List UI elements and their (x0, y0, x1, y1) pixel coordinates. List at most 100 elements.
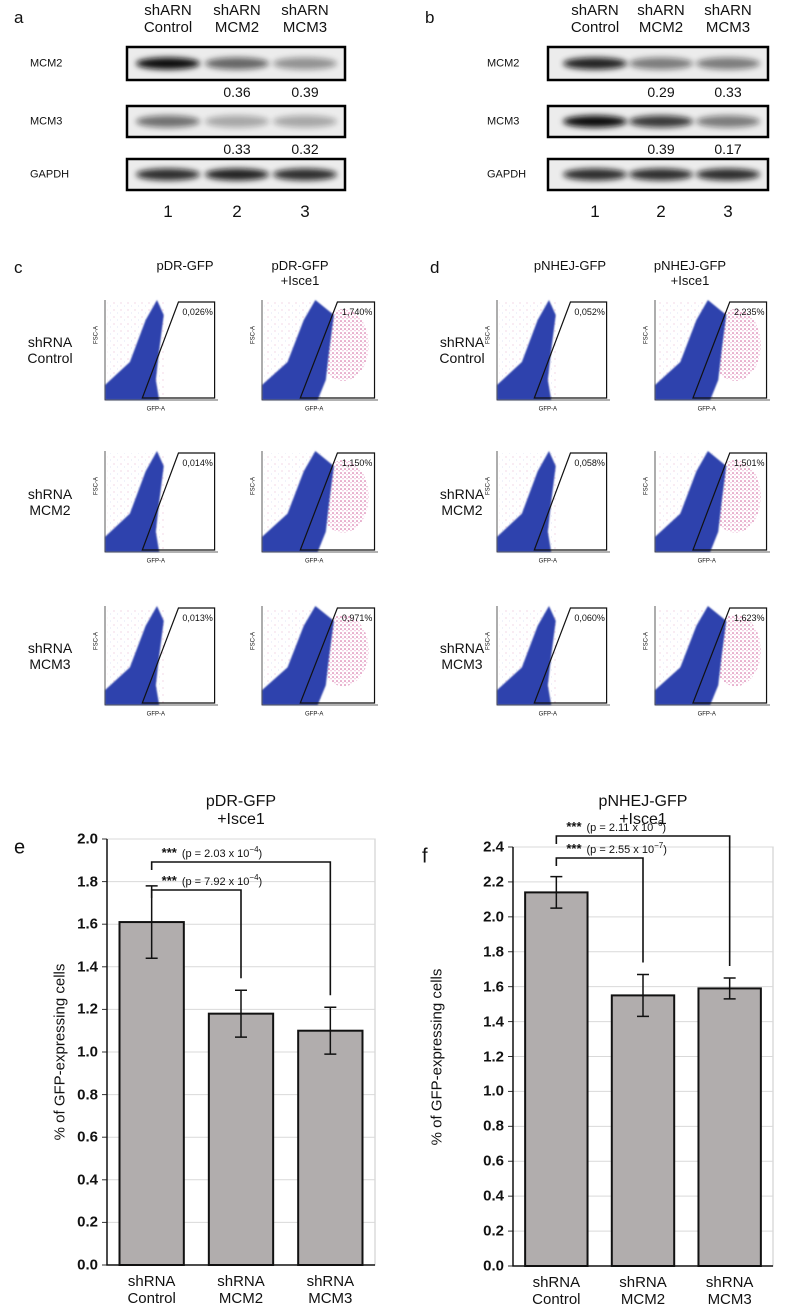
p-close: ) (259, 876, 263, 888)
event-cloud (105, 451, 164, 552)
gate (141, 301, 216, 399)
event-cloud (497, 606, 556, 705)
y-tick-label: 2.2 (483, 873, 504, 891)
event-cloud (262, 606, 334, 705)
error-bar (637, 973, 649, 1018)
row-label: MCM2 (30, 57, 63, 70)
band-ratio: 0.17 (714, 140, 742, 157)
column-title: pDR-GFP (156, 258, 214, 273)
column-title: pNHEJ-GFP +Isce1 (653, 258, 727, 288)
y-tick-label: 1.6 (77, 915, 98, 933)
y-axis-label: FSC-A (250, 631, 257, 650)
chart-title: pNHEJ-GFP +Isce1 (598, 793, 688, 829)
blot-band (136, 115, 200, 128)
blot-band (629, 115, 693, 128)
y-axis-label: FSC-A (250, 477, 257, 496)
event-cloud (655, 451, 727, 552)
y-axis-label: FSC-A (643, 477, 650, 496)
y-tick-label: 0.2 (483, 1222, 504, 1240)
y-tick-label: 0.0 (77, 1256, 98, 1274)
lane-header: shARN Control (570, 1, 620, 36)
lane-number: 1 (163, 202, 173, 222)
blot-band (205, 57, 269, 70)
plot-axes (261, 300, 378, 401)
gate (533, 607, 608, 704)
y-axis-label: FSC-A (93, 326, 100, 344)
p-exponent: −7 (654, 841, 664, 850)
lane-number: 1 (590, 202, 600, 222)
significance-label: *** (p = 2.55 x 10−7) (566, 841, 667, 856)
event-cloud (655, 300, 727, 400)
p-exponent: −6 (653, 819, 663, 828)
gate (692, 452, 768, 551)
row-label: shRNA MCM3 (439, 639, 485, 672)
significance-bracket (150, 861, 332, 996)
x-tick-label: shRNA MCM3 (705, 1274, 754, 1309)
lane-number: 3 (300, 202, 310, 222)
event-cloud (262, 451, 334, 552)
x-axis-label: GFP-A (305, 406, 324, 413)
bar (524, 891, 589, 1267)
bar (118, 921, 185, 1266)
gate (533, 452, 608, 551)
y-tick-label: 1.8 (77, 872, 98, 890)
error-bar (550, 875, 563, 909)
gate (692, 607, 768, 704)
y-tick-label: 0.2 (77, 1213, 98, 1231)
x-axis-label: GFP-A (538, 558, 558, 565)
column-title: pDR-GFP +Isce1 (271, 258, 329, 288)
significance-label: *** (p = 7.92 x 10−4) (162, 873, 263, 888)
lane-header: shARN Control (143, 1, 193, 36)
x-axis-label: GFP-A (697, 558, 716, 565)
x-tick-label: shRNA MCM3 (306, 1273, 355, 1308)
event-cloud (497, 300, 556, 400)
axis-line (106, 839, 375, 1266)
blot-band (563, 57, 627, 70)
plot-axes (496, 451, 610, 553)
p-close: ) (259, 848, 263, 860)
event-cloud (497, 451, 556, 552)
panel-label: b (425, 8, 435, 28)
x-axis-label: GFP-A (697, 711, 716, 718)
row-label: GAPDH (487, 168, 527, 181)
gate-percentage: 1,740% (341, 306, 373, 317)
row-label: shRNA Control (439, 333, 485, 366)
lane-number: 3 (723, 202, 733, 222)
blot-band (696, 57, 760, 70)
lane-header: shARN MCM2 (637, 1, 685, 36)
p-exponent: −4 (249, 845, 259, 854)
y-tick-label: 2.0 (77, 830, 98, 848)
gate-percentage: 1,501% (734, 457, 765, 468)
gate (299, 301, 376, 399)
y-tick-label: 2.4 (483, 838, 504, 856)
event-cloud (105, 300, 164, 400)
axis-line (512, 847, 773, 1267)
y-tick-label: 0.8 (483, 1117, 504, 1135)
band-ratio: 0.33 (223, 140, 251, 157)
significance-stars: *** (566, 819, 582, 834)
row-label: MCM3 (30, 115, 63, 128)
gate (692, 301, 768, 399)
blot-band (205, 115, 269, 128)
blot-band (696, 115, 760, 128)
y-axis-label: FSC-A (93, 477, 100, 496)
gate-percentage: 1,150% (341, 457, 373, 468)
significance-bracket (555, 835, 731, 966)
plot-axes (654, 606, 770, 706)
gate (299, 607, 376, 704)
plot-axes (496, 300, 610, 401)
row-label: shRNA MCM2 (27, 485, 73, 518)
x-tick-label: shRNA MCM2 (217, 1273, 265, 1308)
band-ratio: 0.33 (714, 83, 742, 100)
y-tick-label: 1.4 (77, 958, 98, 976)
bar (697, 987, 762, 1267)
y-tick-label: 0.6 (483, 1152, 504, 1170)
x-axis-label: GFP-A (305, 711, 324, 718)
event-cloud (262, 300, 334, 400)
x-axis-label: GFP-A (146, 558, 166, 565)
band-ratio: 0.39 (291, 83, 319, 100)
row-label: shRNA Control (27, 333, 73, 366)
y-tick-label: 0.4 (483, 1187, 504, 1205)
blot-band (273, 168, 337, 181)
